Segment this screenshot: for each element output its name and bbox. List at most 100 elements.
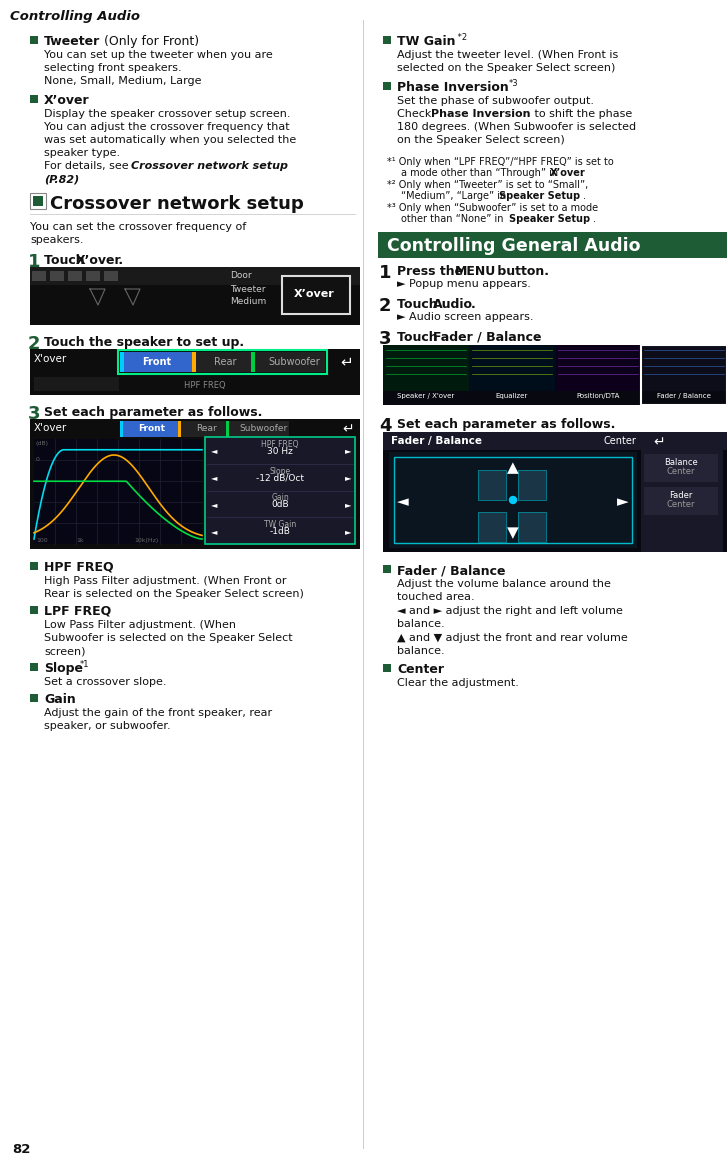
Bar [383, 432, 727, 552]
Text: Speaker Setup: Speaker Setup [509, 214, 590, 224]
Text: ► Audio screen appears.: ► Audio screen appears. [397, 312, 534, 322]
Bar [641, 345, 727, 392]
Bar [555, 345, 641, 392]
Bar [30, 193, 46, 209]
Text: 3: 3 [379, 330, 392, 348]
Text: 1k: 1k [76, 538, 84, 543]
Text: *2: *2 [455, 33, 467, 42]
Bar [86, 271, 100, 281]
Text: Touch: Touch [397, 331, 442, 344]
Text: Touch the speaker to set up.: Touch the speaker to set up. [44, 336, 244, 349]
Text: balance.: balance. [397, 619, 445, 629]
Text: 180 degrees. (When Subwoofer is selected: 180 degrees. (When Subwoofer is selected [397, 122, 636, 132]
Bar [383, 345, 469, 392]
Bar [34, 377, 119, 392]
Bar [383, 664, 391, 672]
Circle shape [510, 497, 516, 504]
Text: ↵: ↵ [653, 435, 664, 449]
Bar [30, 267, 360, 325]
Bar [251, 352, 255, 372]
Bar [282, 276, 350, 314]
Text: You can adjust the crossover frequency that: You can adjust the crossover frequency t… [44, 122, 289, 132]
Text: Set each parameter as follows.: Set each parameter as follows. [397, 418, 615, 431]
Bar [192, 352, 196, 372]
Text: Speaker / X'over: Speaker / X'over [398, 393, 454, 398]
Text: Fader / Balance: Fader / Balance [433, 331, 542, 344]
Bar [383, 432, 727, 450]
Text: Press the: Press the [397, 264, 467, 278]
Text: TW Gain: TW Gain [264, 520, 296, 529]
Text: HPF FREQ: HPF FREQ [184, 381, 226, 390]
Text: ◄: ◄ [211, 500, 217, 509]
Text: Check: Check [397, 109, 435, 119]
Text: HPF FREQ: HPF FREQ [261, 440, 299, 449]
Bar [205, 437, 355, 544]
Text: Front: Front [138, 424, 165, 433]
Bar [30, 562, 38, 571]
Text: TW Gain: TW Gain [397, 35, 456, 49]
Text: on the Speaker Select screen): on the Speaker Select screen) [397, 135, 565, 146]
Text: .: . [583, 191, 586, 201]
Text: Speaker Setup: Speaker Setup [499, 191, 580, 201]
Text: 2: 2 [28, 335, 41, 353]
Text: 1: 1 [379, 264, 392, 282]
Text: 10k(Hz): 10k(Hz) [134, 538, 158, 543]
Text: Fader / Balance: Fader / Balance [657, 393, 711, 398]
Text: For details, see: For details, see [44, 161, 132, 171]
Text: Center: Center [397, 663, 444, 676]
Text: 4: 4 [379, 417, 392, 435]
Text: Controlling Audio: Controlling Audio [10, 10, 140, 23]
Bar [255, 352, 325, 372]
Bar [389, 452, 637, 547]
Bar [641, 345, 727, 405]
Text: was set automatically when you selected the: was set automatically when you selected … [44, 135, 296, 146]
Bar [518, 470, 546, 500]
Text: X’over: X’over [550, 167, 586, 178]
Bar [378, 232, 727, 258]
Text: screen): screen) [44, 646, 86, 656]
Text: 3: 3 [28, 405, 41, 423]
Text: (Only for Front): (Only for Front) [100, 35, 199, 49]
Text: selected on the Speaker Select screen): selected on the Speaker Select screen) [397, 64, 615, 73]
Text: X’over: X’over [294, 289, 334, 299]
Text: Touch: Touch [397, 298, 442, 311]
Text: selecting front speakers.: selecting front speakers. [44, 64, 182, 73]
Text: X'over: X'over [34, 353, 68, 364]
Text: .: . [114, 254, 123, 267]
Text: ►: ► [345, 474, 351, 483]
Text: ◄: ◄ [211, 474, 217, 483]
Text: Touch: Touch [44, 254, 89, 267]
Bar [30, 95, 38, 103]
Text: 100: 100 [36, 538, 48, 543]
Text: ◄: ◄ [211, 527, 217, 536]
Text: Set a crossover slope.: Set a crossover slope. [44, 677, 166, 687]
Bar [34, 439, 202, 544]
Bar [30, 267, 360, 285]
Text: Subwoofer is selected on the Speaker Select: Subwoofer is selected on the Speaker Sel… [44, 633, 293, 643]
Text: other than “None” in: other than “None” in [401, 214, 507, 224]
Text: Audio: Audio [433, 298, 473, 311]
Bar [478, 512, 506, 542]
Bar [120, 352, 124, 372]
Text: X’over: X’over [44, 94, 89, 107]
Bar [120, 422, 123, 437]
Bar [469, 345, 555, 392]
Text: 2: 2 [379, 297, 392, 315]
Text: .: . [535, 331, 539, 344]
Text: .: . [471, 298, 475, 311]
Text: ↵: ↵ [342, 422, 353, 435]
Text: HPF FREQ: HPF FREQ [44, 561, 113, 574]
Bar [30, 606, 38, 614]
Text: Adjust the gain of the front speaker, rear: Adjust the gain of the front speaker, re… [44, 708, 272, 718]
Bar [196, 352, 251, 372]
Text: Clear the adjustment.: Clear the adjustment. [397, 678, 519, 688]
Bar [33, 196, 43, 206]
Bar [644, 487, 718, 515]
Text: Phase Inversion: Phase Inversion [431, 109, 531, 119]
Text: Set each parameter as follows.: Set each parameter as follows. [44, 407, 262, 419]
Bar [518, 512, 546, 542]
Bar [518, 470, 546, 500]
Text: X’over: X’over [76, 254, 121, 267]
Bar [518, 512, 546, 542]
Text: Rear is selected on the Speaker Select screen): Rear is selected on the Speaker Select s… [44, 589, 304, 599]
